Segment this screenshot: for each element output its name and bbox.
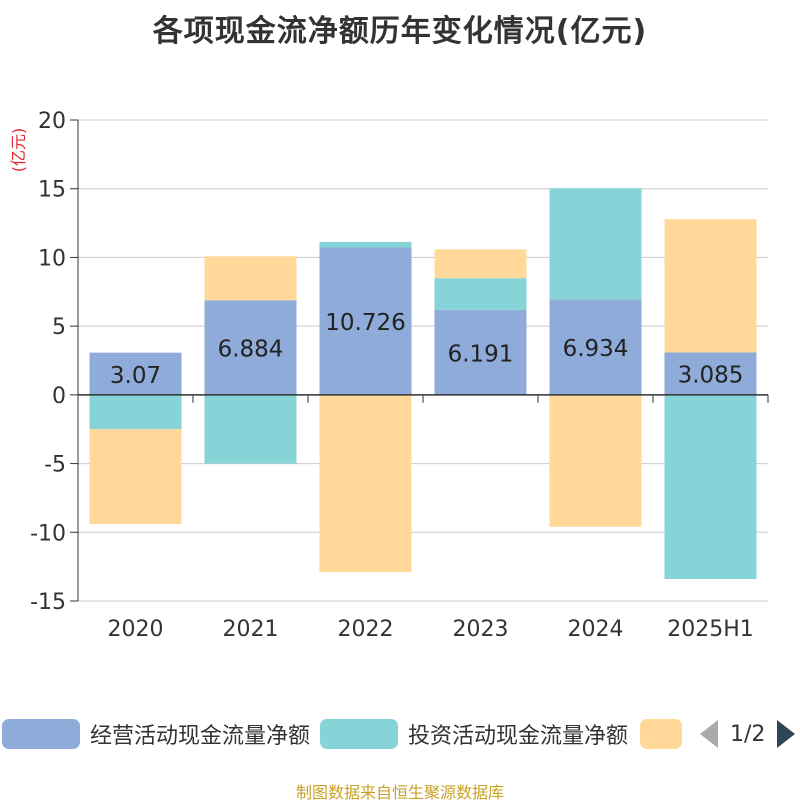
bar-2021-series2 (204, 256, 297, 301)
bar-2024-series0 (549, 299, 642, 395)
bar-2022-series1 (319, 241, 412, 248)
legend-item-investing[interactable]: 投资活动现金流量净额 (320, 714, 628, 754)
bar-2022-series0 (319, 247, 412, 395)
legend-label-operating: 经营活动现金流量净额 (90, 724, 311, 749)
pager-text: 1/2 (730, 721, 766, 747)
legend-item-third[interactable] (640, 714, 682, 754)
data-label: 6.934 (563, 336, 629, 362)
bar-2020-series0 (89, 352, 182, 395)
x-tick-label: 2024 (568, 617, 624, 642)
bar-2025H1-series2 (664, 219, 757, 353)
legend-item-operating[interactable]: 经营活动现金流量净额 (2, 714, 310, 754)
bar-2021-series1 (204, 394, 297, 464)
source-note: 制图数据来自恒生聚源数据库 (295, 783, 504, 802)
y-tick-label: 15 (38, 178, 66, 203)
bar-2025H1-series0 (664, 352, 757, 395)
legend-swatch-investing (320, 719, 398, 749)
y-tick-label: 5 (52, 315, 66, 340)
legend-label-investing: 投资活动现金流量净额 (408, 724, 629, 749)
bar-2023-series1 (434, 278, 527, 310)
pager-next-icon[interactable] (777, 720, 796, 748)
x-tick-label: 2023 (453, 617, 509, 642)
data-label: 3.085 (678, 363, 744, 389)
x-tick-label: 2022 (338, 617, 394, 642)
x-tick-label: 2020 (108, 617, 164, 642)
bar-2023-series2 (434, 249, 527, 279)
chart-title: 各项现金流净额历年变化情况(亿元) (152, 14, 648, 49)
data-label: 10.726 (325, 310, 405, 336)
y-tick-label: 10 (38, 246, 66, 271)
bar-2024-series1 (549, 188, 642, 300)
bar-2020-series1 (89, 394, 182, 430)
data-label: 6.191 (448, 341, 514, 367)
bar-2024-series2 (549, 394, 642, 527)
pager-prev-icon[interactable] (700, 720, 718, 748)
bar-2023-series0 (434, 309, 527, 395)
y-tick-label: -15 (30, 590, 66, 615)
legend: 经营活动现金流量净额 投资活动现金流量净额 (0, 714, 800, 754)
bar-2022-series2 (319, 394, 412, 573)
data-label: 6.884 (218, 337, 284, 363)
y-tick-label: 20 (38, 109, 66, 134)
bar-2025H1-series1 (664, 394, 757, 580)
x-tick-label: 2021 (223, 617, 279, 642)
legend-swatch-third (640, 719, 682, 749)
bar-2020-series2 (89, 429, 182, 525)
y-tick-label: -10 (30, 521, 66, 546)
data-label: 3.07 (110, 363, 161, 389)
y-tick-label: -5 (44, 453, 66, 478)
chart-plot: 20 15 10 5 0 -5 -10 -15 3.07 2020 6.884 2021 10.726 2… (30, 109, 769, 642)
x-tick-label: 2025H1 (667, 617, 754, 642)
y-tick-label: 0 (52, 384, 66, 409)
legend-swatch-operating (2, 719, 80, 749)
legend-pager: 1/2 (700, 714, 796, 754)
bar-2021-series0 (204, 300, 297, 395)
